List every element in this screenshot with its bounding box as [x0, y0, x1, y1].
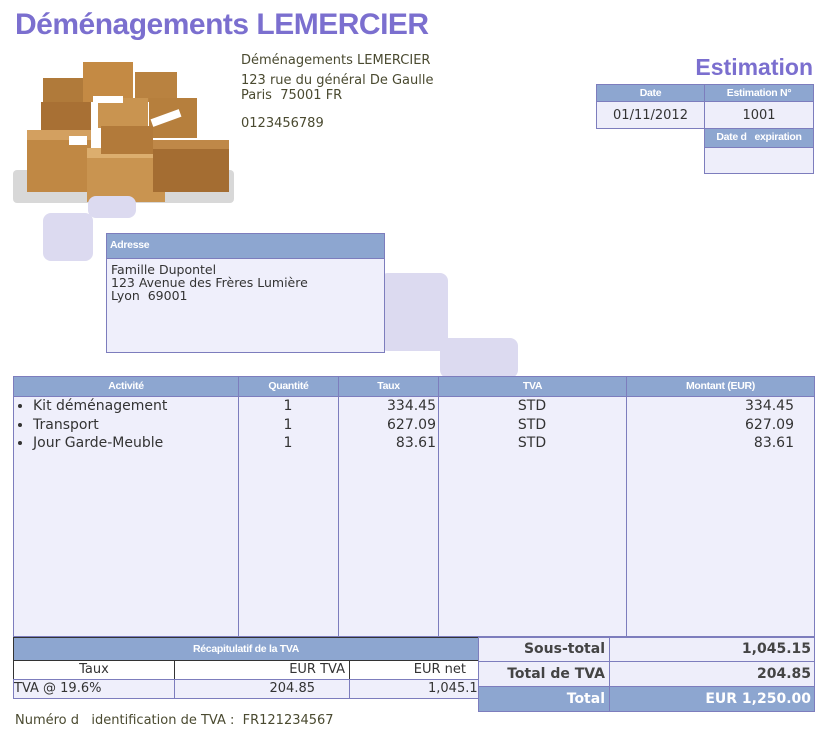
address-label: Adresse	[107, 234, 384, 259]
decoration	[88, 196, 136, 218]
vat-id-value: FR121234567	[242, 713, 334, 728]
quantity: 1	[283, 435, 293, 451]
company-city: Paris 75001 FR	[241, 88, 343, 103]
vat: STD	[517, 398, 547, 414]
rate-column: 334.45 627.09 83.61	[338, 397, 436, 453]
column-divider	[238, 396, 239, 636]
decoration	[440, 338, 518, 378]
decoration	[43, 213, 93, 261]
vat-col-header: Taux	[13, 660, 175, 680]
vat-rate: TVA @ 19.6%	[13, 679, 175, 699]
subtotal-value: 1,045.15	[609, 637, 815, 662]
document-type: Estimation	[695, 54, 813, 80]
column-header: Activité	[13, 376, 239, 397]
vat-col-header: EUR TVA	[174, 660, 350, 680]
column-divider	[626, 396, 627, 636]
amount: 83.61	[753, 435, 794, 451]
amount: 627.09	[745, 416, 794, 433]
vat-total-value: 204.85	[609, 661, 815, 687]
address-lines: Famille Dupontel 123 Avenue des Frères L…	[107, 259, 384, 302]
rate: 83.61	[395, 435, 436, 451]
boxes-illustration	[13, 62, 234, 203]
decoration	[380, 273, 448, 351]
activity: Kit déménagement	[33, 397, 253, 416]
company-street: 123 rue du général De Gaulle	[241, 73, 434, 88]
vat-col-header: EUR net	[349, 660, 479, 680]
number-label: Estimation N°	[704, 84, 814, 102]
rate: 627.09	[387, 416, 436, 433]
vat-summary-title: Récapitulatif de la TVA	[13, 637, 479, 661]
vat: STD	[517, 435, 547, 451]
vat-total-label: Total de TVA	[478, 661, 610, 687]
vat-amount: 204.85	[174, 679, 350, 699]
company-name: Déménagements LEMERCIER	[241, 53, 431, 68]
column-header: TVA	[438, 376, 627, 397]
date-label: Date	[596, 84, 705, 102]
activity: Jour Garde-Meuble	[33, 434, 253, 453]
footer: Numéro d identification de TVA : FR12123…	[15, 713, 334, 728]
date-value: 01/11/2012	[596, 101, 705, 129]
activity-list: Kit déménagement Transport Jour Garde-Me…	[13, 397, 253, 453]
activity: Transport	[33, 416, 253, 435]
total-label: Total	[478, 686, 610, 712]
vat-net: 1,045.15	[349, 679, 479, 699]
rate: 334.45	[387, 398, 436, 414]
address-line: 123 Avenue des Frères Lumière	[111, 275, 308, 290]
column-divider	[338, 396, 339, 636]
quantity-column: 1 1 1	[238, 397, 338, 453]
address-line: Lyon 69001	[111, 288, 188, 303]
vat-column: STD STD STD	[438, 397, 626, 453]
number-value: 1001	[704, 101, 814, 129]
quantity: 1	[283, 398, 293, 414]
column-header: Taux	[338, 376, 439, 397]
expiry-value	[704, 147, 814, 174]
column-divider	[438, 396, 439, 636]
company-title: Déménagements LEMERCIER	[15, 8, 429, 41]
company-phone: 0123456789	[241, 116, 324, 131]
total-value: EUR 1,250.00	[609, 686, 815, 712]
amount: 334.45	[745, 398, 794, 414]
column-header: Quantité	[238, 376, 339, 397]
expiry-label: Date d expiration	[704, 128, 814, 148]
address-line: Famille Dupontel	[111, 262, 217, 277]
amount-column: 334.45 627.09 83.61	[626, 397, 794, 453]
vat-id-label: Numéro d identification de TVA :	[15, 713, 235, 728]
subtotal-label: Sous-total	[478, 637, 610, 662]
items-table	[13, 376, 815, 637]
column-header: Montant (EUR)	[626, 376, 815, 397]
address-box: Adresse Famille Dupontel 123 Avenue des …	[106, 233, 385, 353]
quantity: 1	[283, 416, 293, 433]
vat: STD	[517, 416, 547, 433]
